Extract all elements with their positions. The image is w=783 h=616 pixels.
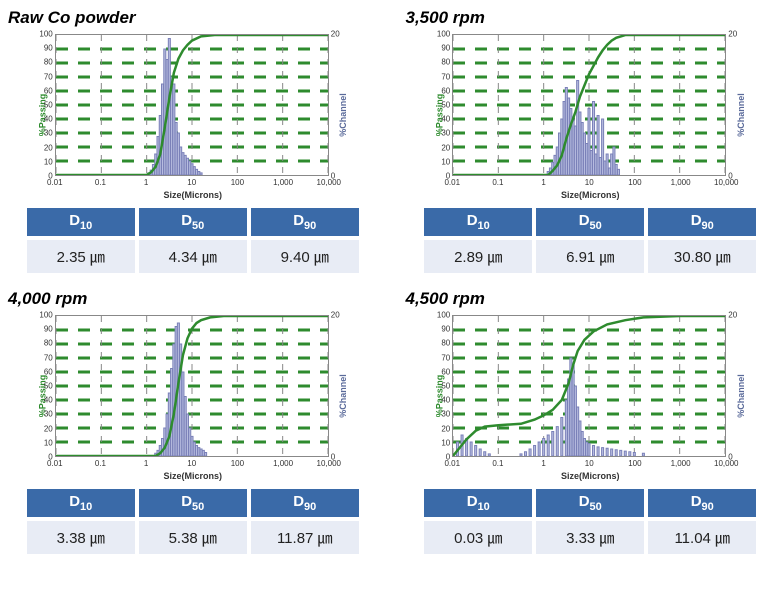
x-ticks: 0.010.11101001,00010,000 xyxy=(55,178,329,188)
d-values-table: D10D50D90 0.03 ㎛3.33 ㎛11.04 ㎛ xyxy=(420,485,760,558)
charts-grid: Raw Co powder%Passing%ChannelSize(Micron… xyxy=(8,8,775,558)
plot-svg xyxy=(56,35,328,175)
plot-area xyxy=(55,315,329,457)
plot-svg xyxy=(453,316,725,456)
chart-panel: 4,500 rpm%Passing%ChannelSize(Microns)01… xyxy=(406,289,776,558)
chart-box: %Passing%ChannelSize(Microns)01020304050… xyxy=(420,311,760,481)
table-cell: 3.38 ㎛ xyxy=(25,519,137,556)
y-left-ticks: 0102030405060708090100 xyxy=(39,315,53,457)
table-header: D50 xyxy=(137,487,249,519)
table-header: D10 xyxy=(422,206,534,238)
table-header: D10 xyxy=(25,487,137,519)
table-cell: 11.04 ㎛ xyxy=(646,519,758,556)
table-cell: 6.91 ㎛ xyxy=(534,238,646,275)
plot-area xyxy=(55,34,329,176)
chart-panel: 4,000 rpm%Passing%ChannelSize(Microns)01… xyxy=(8,289,378,558)
x-ticks: 0.010.11101001,00010,000 xyxy=(55,459,329,469)
table-header: D90 xyxy=(249,487,361,519)
table-header: D10 xyxy=(422,487,534,519)
x-ticks: 0.010.11101001,00010,000 xyxy=(452,178,726,188)
table-header: D50 xyxy=(137,206,249,238)
y-right-ticks: 020 xyxy=(331,34,345,176)
table-header: D90 xyxy=(646,487,758,519)
panel-title: Raw Co powder xyxy=(8,8,378,28)
x-ticks: 0.010.11101001,00010,000 xyxy=(452,459,726,469)
x-axis-label: Size(Microns) xyxy=(163,471,222,481)
panel-title: 4,000 rpm xyxy=(8,289,378,309)
table-cell: 4.34 ㎛ xyxy=(137,238,249,275)
table-cell: 2.89 ㎛ xyxy=(422,238,534,275)
table-cell: 2.35 ㎛ xyxy=(25,238,137,275)
y-right-ticks: 020 xyxy=(331,315,345,457)
table-cell: 0.03 ㎛ xyxy=(422,519,534,556)
table-header: D50 xyxy=(534,206,646,238)
chart-box: %Passing%ChannelSize(Microns)01020304050… xyxy=(420,30,760,200)
plot-svg xyxy=(453,35,725,175)
y-right-ticks: 020 xyxy=(728,315,742,457)
chart-box: %Passing%ChannelSize(Microns)01020304050… xyxy=(23,311,363,481)
d-values-table: D10D50D90 2.89 ㎛6.91 ㎛30.80 ㎛ xyxy=(420,204,760,277)
table-cell: 11.87 ㎛ xyxy=(249,519,361,556)
chart-box: %Passing%ChannelSize(Microns)01020304050… xyxy=(23,30,363,200)
table-cell: 5.38 ㎛ xyxy=(137,519,249,556)
chart-panel: 3,500 rpm%Passing%ChannelSize(Microns)01… xyxy=(406,8,776,277)
y-left-ticks: 0102030405060708090100 xyxy=(436,315,450,457)
x-axis-label: Size(Microns) xyxy=(561,190,620,200)
x-axis-label: Size(Microns) xyxy=(561,471,620,481)
table-header: D90 xyxy=(646,206,758,238)
d-values-table: D10D50D90 2.35 ㎛4.34 ㎛9.40 ㎛ xyxy=(23,204,363,277)
table-cell: 3.33 ㎛ xyxy=(534,519,646,556)
chart-panel: Raw Co powder%Passing%ChannelSize(Micron… xyxy=(8,8,378,277)
panel-title: 3,500 rpm xyxy=(406,8,776,28)
plot-area xyxy=(452,315,726,457)
plot-svg xyxy=(56,316,328,456)
y-right-ticks: 020 xyxy=(728,34,742,176)
plot-area xyxy=(452,34,726,176)
y-left-ticks: 0102030405060708090100 xyxy=(39,34,53,176)
table-header: D10 xyxy=(25,206,137,238)
table-header: D50 xyxy=(534,487,646,519)
x-axis-label: Size(Microns) xyxy=(163,190,222,200)
table-cell: 9.40 ㎛ xyxy=(249,238,361,275)
y-left-ticks: 0102030405060708090100 xyxy=(436,34,450,176)
table-header: D90 xyxy=(249,206,361,238)
d-values-table: D10D50D90 3.38 ㎛5.38 ㎛11.87 ㎛ xyxy=(23,485,363,558)
panel-title: 4,500 rpm xyxy=(406,289,776,309)
table-cell: 30.80 ㎛ xyxy=(646,238,758,275)
